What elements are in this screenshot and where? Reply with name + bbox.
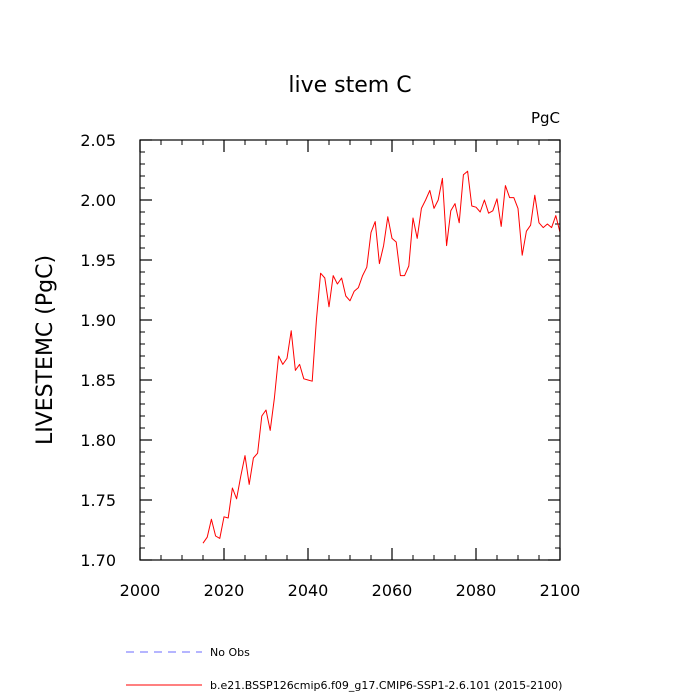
legend-model-run-label: b.e21.BSSP126cmip6.f09_g17.CMIP6-SSP1-2.… [210, 679, 562, 692]
y-axis-label: LIVESTEMC (PgC) [33, 255, 58, 445]
series-layer [202, 170, 561, 544]
x-tick-labels: 2000 2020 2040 2060 2080 2100 [120, 581, 581, 600]
minor-ticks [140, 140, 560, 560]
y-tick-label: 1.75 [80, 491, 116, 510]
y-tick-label: 1.95 [80, 251, 116, 270]
series-line [202, 170, 561, 544]
x-tick-label: 2040 [288, 581, 329, 600]
x-tick-label: 2060 [372, 581, 413, 600]
y-tick-label: 1.85 [80, 371, 116, 390]
legend: No Obs b.e21.BSSP126cmip6.f09_g17.CMIP6-… [126, 646, 562, 692]
y-tick-label: 1.80 [80, 431, 116, 450]
x-tick-label: 2100 [540, 581, 581, 600]
plot-frame [139, 139, 561, 561]
major-ticks [139, 139, 561, 561]
units-label: PgC [531, 109, 560, 127]
y-tick-labels: 1.70 1.75 1.80 1.85 1.90 1.95 2.00 2.05 [80, 131, 116, 570]
y-tick-label: 1.70 [80, 551, 116, 570]
x-tick-label: 2080 [456, 581, 497, 600]
legend-no-obs-label: No Obs [210, 646, 250, 659]
x-tick-label: 2020 [204, 581, 245, 600]
x-tick-label: 2000 [120, 581, 161, 600]
y-tick-label: 2.05 [80, 131, 116, 150]
y-tick-label: 2.00 [80, 191, 116, 210]
y-tick-label: 1.90 [80, 311, 116, 330]
chart-title: live stem C [288, 73, 411, 98]
